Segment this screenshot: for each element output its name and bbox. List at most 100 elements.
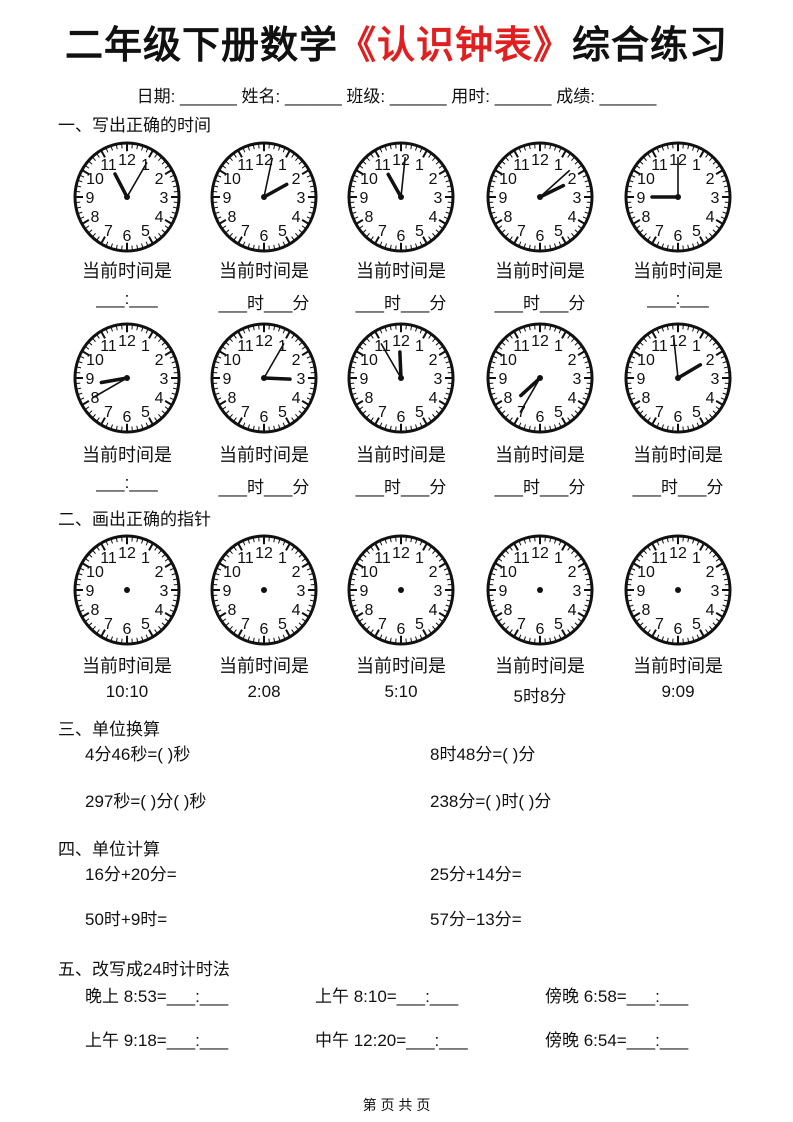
clock-numeral: 4 <box>568 209 577 226</box>
clock-label: 当前时间是 <box>633 445 723 465</box>
clock-numeral: 9 <box>637 371 646 388</box>
clock-tick <box>422 150 428 158</box>
clock-tick <box>446 206 451 209</box>
clock-tick <box>273 244 276 249</box>
clock-tick <box>164 612 172 618</box>
clock-tick <box>445 392 450 395</box>
clock-tick <box>309 185 314 188</box>
clock-tick <box>647 629 651 634</box>
clock-tick <box>518 634 522 639</box>
clock-tick <box>309 366 314 369</box>
clock-tick <box>217 216 222 220</box>
calc-q2: 25分+14分= <box>430 865 522 884</box>
clock-tick <box>215 180 220 183</box>
clock-tick <box>410 538 413 543</box>
clock-tick <box>217 567 222 571</box>
clock-tick <box>692 539 695 544</box>
clock-numeral: 8 <box>504 209 513 226</box>
clock-tick <box>171 361 176 364</box>
clock-tick <box>574 410 579 414</box>
clock-tick <box>370 153 374 158</box>
clock-numeral: 8 <box>228 602 237 619</box>
clock-tick <box>705 236 709 241</box>
clock-numeral: 9 <box>223 371 232 388</box>
clock-tick <box>571 157 575 162</box>
clock-tick <box>370 546 374 551</box>
clock-tick <box>554 243 557 248</box>
answer-blank: ___时___分 <box>218 478 310 497</box>
clock-tick <box>715 169 723 175</box>
clock-tick <box>374 150 380 158</box>
clock-tick <box>523 424 526 429</box>
clock-tick <box>554 146 557 151</box>
clock-center <box>398 194 404 200</box>
clock-tick <box>415 146 418 151</box>
clock-tick <box>233 334 237 339</box>
clock-tick <box>171 180 176 183</box>
clock-tick <box>709 157 713 162</box>
clock-tick <box>509 236 513 241</box>
clock-tick <box>273 326 276 331</box>
clock-tick <box>495 169 503 175</box>
clock-tick <box>158 157 162 162</box>
clock-tick <box>115 538 118 543</box>
clock-tick <box>115 425 118 430</box>
clock-tick <box>715 165 720 169</box>
clock-tick <box>567 153 571 158</box>
clock-numeral: 4 <box>429 602 438 619</box>
clock-numeral: 10 <box>360 352 378 369</box>
clock-tick <box>410 244 413 249</box>
clock-tick <box>389 637 392 642</box>
clock-tick <box>169 174 174 178</box>
minute-hand <box>263 157 274 198</box>
clock-tick <box>215 361 220 364</box>
clock-tick <box>356 400 364 406</box>
clock-tick <box>571 550 575 555</box>
clock-tick <box>247 146 250 151</box>
clock-tick <box>571 338 575 343</box>
clock-tick <box>709 413 713 418</box>
clock-numeral: 8 <box>91 390 100 407</box>
clock-center <box>675 587 681 593</box>
clock-numeral: 1 <box>415 550 424 567</box>
clock-tick <box>720 174 725 178</box>
clock-tick <box>505 625 509 630</box>
clock-numeral: 9 <box>499 371 508 388</box>
clock-tick <box>295 413 299 418</box>
clock-tick <box>415 636 418 641</box>
clock-tick <box>88 342 93 346</box>
clock-tick <box>301 165 306 169</box>
hour-hand <box>398 350 403 380</box>
clock-tick <box>495 400 503 406</box>
clock-tick <box>247 636 250 641</box>
clock-tick <box>291 236 295 241</box>
clock-tick <box>435 229 440 233</box>
clock-tick <box>82 612 90 618</box>
clock-tick <box>247 243 250 248</box>
clock-tick <box>577 612 585 618</box>
clock-tick <box>389 244 392 249</box>
answer-blank: ___:___ <box>96 473 158 492</box>
clock-numeral: 12 <box>531 152 549 169</box>
clock-tick <box>352 211 357 214</box>
conversion-q4: 238分=( )时( )分 <box>430 792 552 811</box>
clock-numeral: 11 <box>237 338 254 355</box>
clock-tick <box>699 543 705 551</box>
clock-tick <box>384 636 387 641</box>
clock-center <box>537 587 543 593</box>
clock-tick <box>647 153 651 158</box>
clock-numeral: 10 <box>637 564 655 581</box>
clock-tick <box>96 417 100 422</box>
clock-tick <box>628 387 633 390</box>
clock-tick <box>171 392 176 395</box>
clock-tick <box>636 225 641 229</box>
clock-numeral: 6 <box>536 228 545 245</box>
clock-tick <box>169 567 174 571</box>
clock-tick <box>523 636 526 641</box>
clock-tick <box>656 541 660 546</box>
minute-hand <box>539 169 571 198</box>
clock-tick <box>309 387 314 390</box>
calc-q3: 50时+9时= <box>85 910 168 929</box>
clock-tick <box>136 244 139 249</box>
